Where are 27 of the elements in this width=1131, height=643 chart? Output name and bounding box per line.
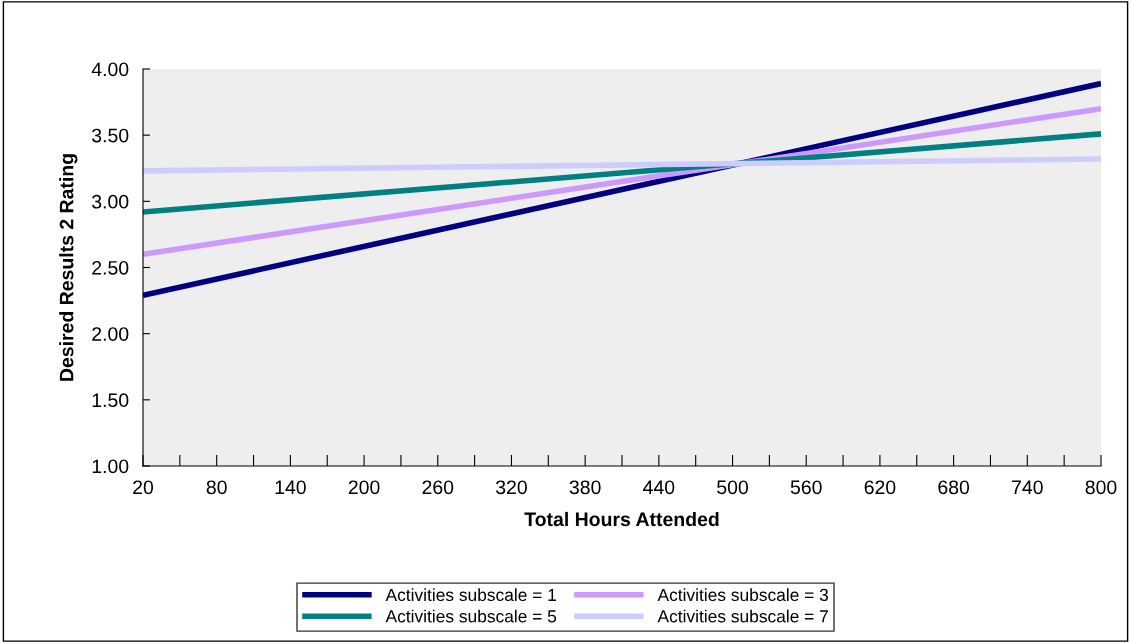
y-tick-label: 1.00	[92, 459, 129, 474]
x-axis-title: Total Hours Attended	[524, 511, 719, 527]
x-tick-label: 320	[495, 480, 527, 495]
x-tick-label: 440	[643, 480, 675, 495]
x-tick-label: 380	[569, 480, 601, 495]
y-tick-label: 3.00	[92, 194, 129, 209]
y-axis-title: Desired Results 2 Rating	[59, 154, 78, 381]
x-tick-label: 800	[1085, 480, 1117, 495]
x-tick-label: 200	[348, 480, 380, 495]
x-tick-label: 740	[1012, 480, 1043, 495]
y-tick-label: 1.50	[92, 393, 129, 408]
x-tick-label: 260	[422, 480, 454, 495]
x-tick-label: 140	[275, 480, 306, 495]
x-tick-label: 680	[938, 480, 970, 495]
x-tick-label: 560	[790, 480, 822, 495]
x-tick-label: 620	[864, 480, 896, 495]
legend-label: Activities subscale = 3	[657, 588, 829, 602]
y-tick-label: 2.50	[92, 260, 129, 275]
y-tick-label: 3.50	[92, 128, 129, 143]
x-tick-label: 500	[717, 480, 748, 495]
x-tick-label: 80	[206, 480, 227, 495]
x-tick-label: 20	[133, 480, 154, 495]
legend-label: Activities subscale = 7	[657, 609, 828, 623]
legend-label: Activities subscale = 5	[385, 609, 557, 623]
y-tick-label: 2.00	[92, 327, 129, 341]
y-tick-label: 4.00	[91, 62, 129, 77]
legend-label: Activities subscale = 1	[385, 588, 556, 602]
